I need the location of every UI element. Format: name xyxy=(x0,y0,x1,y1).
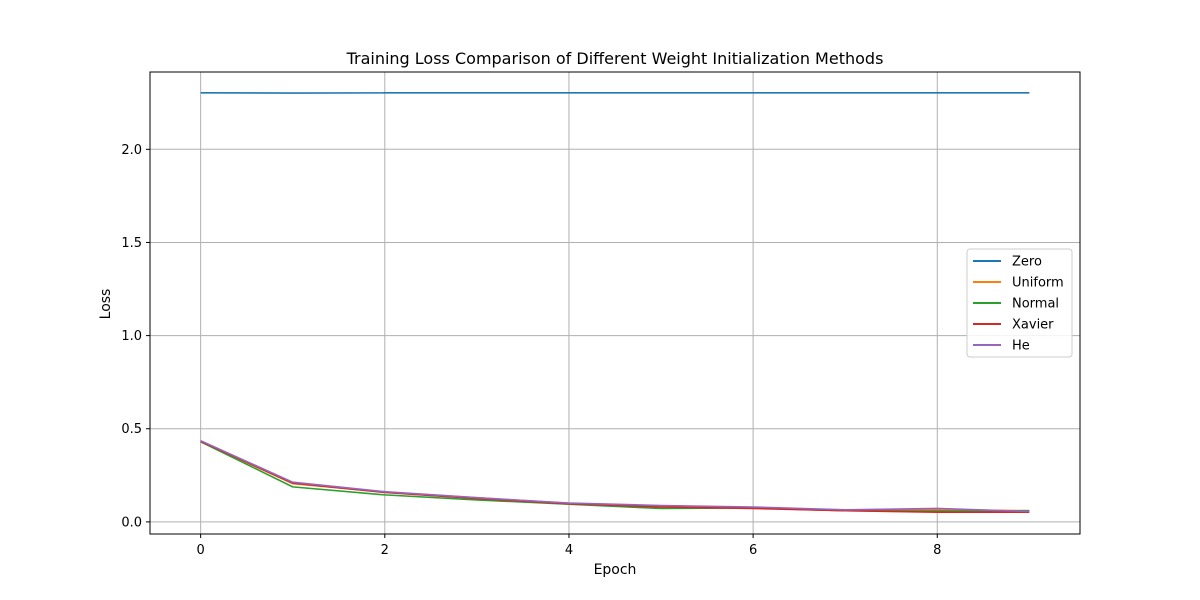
legend-label-normal: Normal xyxy=(1012,297,1059,312)
plot-frame xyxy=(149,71,1081,535)
series-line-xavier xyxy=(200,440,1030,514)
x-tick-label: 0 xyxy=(197,543,205,558)
plot-lines xyxy=(200,92,1030,514)
x-tick-label: 8 xyxy=(933,543,941,558)
legend-box xyxy=(966,248,1073,358)
chart-title: Training Loss Comparison of Different We… xyxy=(346,49,884,68)
y-tick-label: 0.5 xyxy=(121,422,142,437)
y-tick-label: 1.5 xyxy=(121,236,142,251)
x-tick-label: 2 xyxy=(381,543,389,558)
legend-label-uniform: Uniform xyxy=(1012,276,1064,291)
legend-label-he: He xyxy=(1012,339,1030,354)
y-tick-label: 0.0 xyxy=(121,515,142,530)
legend-label-zero: Zero xyxy=(1012,255,1042,270)
x-tick-label: 6 xyxy=(749,543,757,558)
legend: Zero Uniform Normal Xavier He xyxy=(966,248,1073,358)
x-tick-label: 4 xyxy=(565,543,573,558)
legend-label-xavier: Xavier xyxy=(1012,318,1054,333)
x-axis-label: Epoch xyxy=(594,562,637,578)
grid xyxy=(150,72,1080,534)
series-line-he xyxy=(200,439,1030,513)
y-tick-label: 2.0 xyxy=(121,143,142,158)
y-tick-label: 1.0 xyxy=(121,329,142,344)
axis-ticks: 0 2 4 6 8 0.0 0.5 1.0 1.5 2.0 xyxy=(121,143,941,558)
y-axis-label: Loss xyxy=(98,289,114,320)
